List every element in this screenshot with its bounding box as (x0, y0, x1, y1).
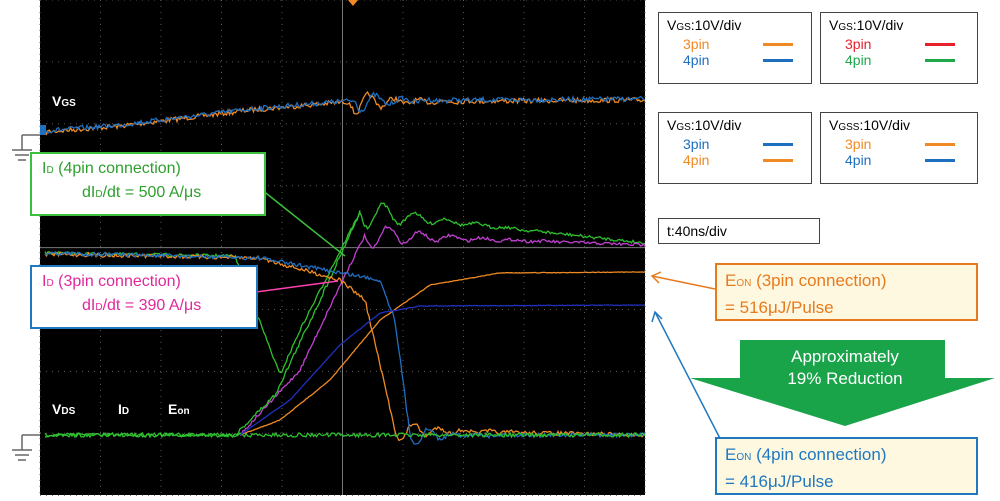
timebase-box: t:40ns/div (658, 218, 820, 244)
text: D (95, 189, 102, 200)
text: V (667, 17, 676, 33)
ch-marker (40, 125, 46, 135)
text: V (667, 117, 676, 133)
legend-item: 3pin (829, 36, 969, 52)
text: (4pin connection) (751, 445, 886, 464)
legend-label: 4pin (845, 152, 925, 168)
text: GS (676, 122, 690, 133)
text: /dt = 500 A/μs (103, 184, 202, 201)
text: GSS (838, 122, 859, 133)
legend-item: 3pin (667, 136, 803, 152)
legend-swatch (925, 159, 955, 162)
text: ON (736, 452, 751, 463)
text: :10V/div (859, 117, 910, 133)
text: /dt = 390 A/μs (103, 297, 202, 314)
text: D (46, 165, 53, 176)
legend-item: 4pin (667, 152, 803, 168)
legend-swatch (925, 59, 955, 62)
legend-label: 3pin (845, 36, 925, 52)
text: GS (676, 22, 690, 33)
legend-item: 4pin (829, 52, 969, 68)
text: V (829, 17, 838, 33)
text: :10V/div (853, 17, 904, 33)
legend-title: VGS:10V/div (667, 17, 803, 36)
page: {"scope": {"labels": { "vgs": {"main": "… (0, 0, 1000, 501)
legend-swatch (763, 43, 793, 46)
text: :10V/div (691, 117, 742, 133)
legend-item: 4pin (667, 52, 803, 68)
energy-3pin: EON (3pin connection) = 516μJ/Pulse (715, 263, 978, 321)
legend-label: 4pin (845, 52, 925, 68)
legend-swatch (763, 59, 793, 62)
legend-label: 4pin (683, 52, 763, 68)
legend-swatch (925, 43, 955, 46)
text: D (46, 278, 53, 289)
text: dI (82, 184, 95, 201)
legend-swatch (925, 143, 955, 146)
legend-label: 3pin (845, 136, 925, 152)
text: V (829, 117, 838, 133)
legend-label: 3pin (683, 36, 763, 52)
energy-4pin: EON (4pin connection) = 416μJ/Pulse (715, 437, 978, 495)
legend-swatch (763, 143, 793, 146)
legend-item: 3pin (829, 136, 969, 152)
arrow-text: Approximately (791, 347, 899, 366)
text: (3pin connection) (54, 273, 181, 290)
legend-title: VGS:10V/div (667, 117, 803, 136)
legend-label: 4pin (683, 152, 763, 168)
text: t:40ns/div (667, 223, 727, 239)
legend-swatch (763, 159, 793, 162)
text: ON (736, 278, 751, 289)
legend-label: 3pin (683, 136, 763, 152)
callout-3pin: ID (3pin connection) dID/dt = 390 A/μs (30, 265, 258, 329)
text: E (725, 445, 736, 464)
legend-item: 3pin (667, 36, 803, 52)
legend-title: VGS:10V/div (829, 17, 969, 36)
text: D (95, 302, 102, 313)
text: GS (838, 22, 852, 33)
arrow-text: 19% Reduction (787, 369, 902, 388)
text: :10V/div (691, 17, 742, 33)
text: (4pin connection) (54, 160, 181, 177)
legend-item: 4pin (829, 152, 969, 168)
legend-title: VGSS:10V/div (829, 117, 969, 136)
text: (3pin connection) (751, 271, 886, 290)
text: = 416μJ/Pulse (725, 470, 968, 494)
text: = 516μJ/Pulse (725, 296, 968, 320)
callout-4pin: ID (4pin connection) dID/dt = 500 A/μs (30, 152, 266, 216)
text: E (725, 271, 736, 290)
text: dI (82, 297, 95, 314)
